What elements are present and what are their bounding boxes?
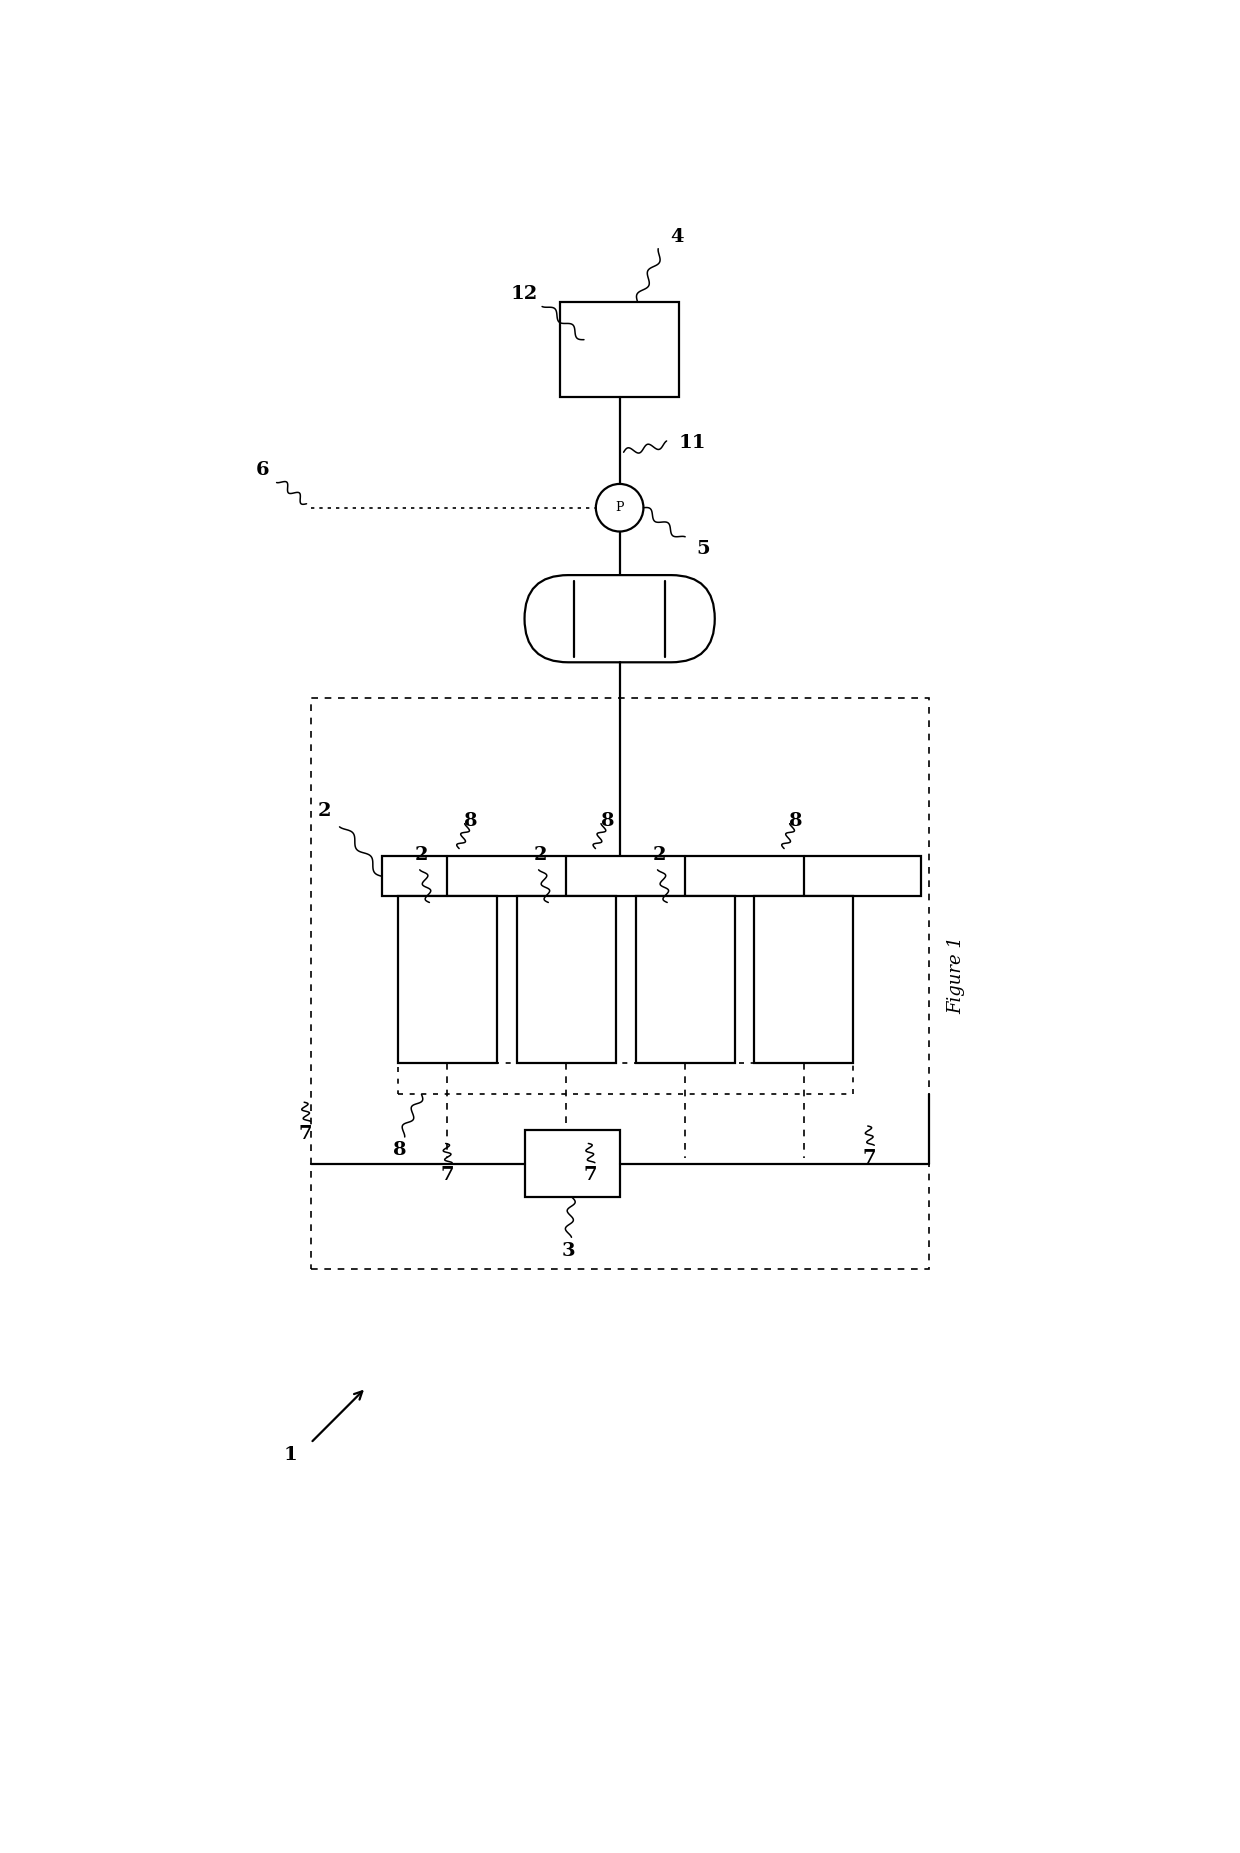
Text: P: P bbox=[615, 500, 624, 515]
Text: 8: 8 bbox=[464, 812, 477, 830]
Bar bbox=[560, 302, 680, 397]
Text: 7: 7 bbox=[440, 1166, 454, 1184]
Text: 2: 2 bbox=[533, 847, 547, 863]
Text: 7: 7 bbox=[863, 1149, 877, 1167]
Text: 8: 8 bbox=[393, 1141, 405, 1158]
Text: 8: 8 bbox=[790, 812, 802, 830]
Text: 3: 3 bbox=[562, 1242, 575, 1260]
Bar bbox=[382, 856, 921, 897]
Text: 2: 2 bbox=[317, 802, 331, 821]
Bar bbox=[635, 897, 734, 1062]
Text: 11: 11 bbox=[678, 434, 707, 452]
Text: 7: 7 bbox=[299, 1125, 312, 1143]
Text: 8: 8 bbox=[600, 812, 614, 830]
Text: 12: 12 bbox=[511, 285, 538, 302]
Bar bbox=[310, 699, 929, 1269]
Text: 2: 2 bbox=[414, 847, 428, 863]
Text: 6: 6 bbox=[257, 461, 270, 478]
Bar bbox=[398, 1062, 853, 1095]
Text: 7: 7 bbox=[583, 1166, 596, 1184]
Text: 2: 2 bbox=[652, 847, 666, 863]
Text: Figure 1: Figure 1 bbox=[947, 936, 966, 1014]
FancyBboxPatch shape bbox=[525, 574, 714, 662]
Text: 5: 5 bbox=[696, 539, 709, 558]
Bar bbox=[754, 897, 853, 1062]
Bar bbox=[398, 897, 497, 1062]
Text: 1: 1 bbox=[284, 1445, 298, 1464]
Text: 4: 4 bbox=[671, 228, 684, 246]
Circle shape bbox=[596, 484, 644, 532]
Bar bbox=[525, 1130, 620, 1197]
Bar bbox=[517, 897, 616, 1062]
